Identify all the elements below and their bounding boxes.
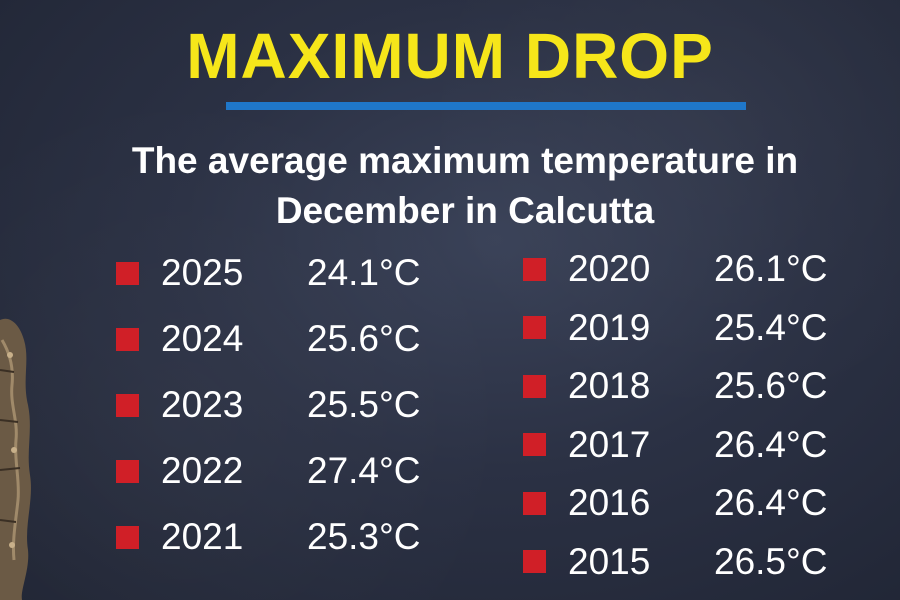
bullet-square-icon [116,393,139,417]
temperature-list-left: 2025 24.1°C 2024 25.6°C 2023 25.5°C 2022… [116,240,421,570]
headline-underline [226,102,746,110]
year-label: 2017 [568,423,651,465]
temperature-value: 25.6°C [307,318,421,359]
year-label: 2025 [161,252,244,293]
bullet-square-icon [116,525,139,549]
temperature-value: 26.1°C [714,248,828,290]
temperature-list-right: 2020 26.1°C 2019 25.4°C 2018 25.6°C 2017… [523,240,828,591]
year-label: 2018 [568,365,651,407]
list-item: 2015 26.5°C [523,533,828,592]
year-label: 2016 [568,482,651,524]
temperature-value: 26.4°C [714,482,828,524]
subtitle-line-2: December in Calcutta [275,190,655,231]
temperature-value: 25.5°C [307,384,421,425]
bullet-square-icon [116,459,139,483]
year-label: 2021 [161,516,244,557]
year-label: 2020 [568,248,651,290]
bullet-square-icon [523,550,546,574]
bullet-square-icon [523,491,546,515]
headline-title: MAXIMUM DROP [186,20,714,92]
subtitle: The average maximum temperature in Decem… [0,136,900,236]
temperature-value: 25.4°C [714,306,828,348]
bullet-square-icon [116,261,139,285]
year-label: 2019 [568,306,651,348]
bullet-square-icon [523,257,546,281]
temperature-value: 25.3°C [307,516,421,557]
list-item: 2022 27.4°C [116,438,421,504]
year-label: 2022 [161,450,244,491]
list-item: 2023 25.5°C [116,372,421,438]
list-item: 2019 25.4°C [523,299,828,358]
bullet-square-icon [523,433,546,457]
bullet-square-icon [523,374,546,398]
list-item: 2020 26.1°C [523,240,828,299]
temperature-value: 24.1°C [307,252,421,293]
statue-fragment-image [0,318,31,600]
list-item: 2016 26.4°C [523,474,828,533]
bullet-square-icon [116,327,139,351]
temperature-value: 26.4°C [714,423,828,465]
temperature-value: 26.5°C [714,540,828,582]
subtitle-line-1: The average maximum temperature in [131,140,799,181]
temperature-value: 27.4°C [307,450,421,491]
year-label: 2024 [161,318,244,359]
list-item: 2021 25.3°C [116,504,421,570]
temperature-value: 25.6°C [714,365,828,407]
list-item: 2025 24.1°C [116,240,421,306]
year-label: 2015 [568,540,651,582]
list-item: 2018 25.6°C [523,357,828,416]
list-item: 2017 26.4°C [523,416,828,475]
list-item: 2024 25.6°C [116,306,421,372]
bullet-square-icon [523,316,546,340]
year-label: 2023 [161,384,244,425]
